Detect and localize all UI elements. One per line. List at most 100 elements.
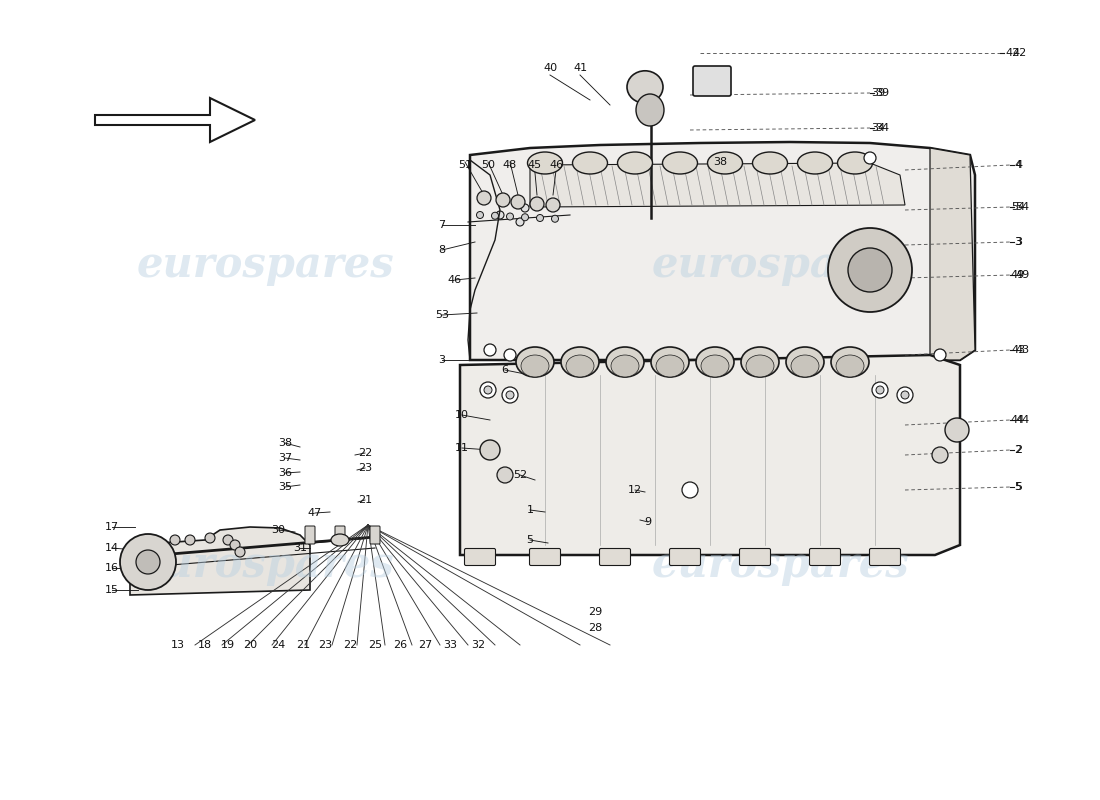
- Text: 2: 2: [1014, 445, 1022, 455]
- Circle shape: [506, 391, 514, 399]
- Text: 8: 8: [439, 245, 446, 255]
- Text: 22: 22: [358, 448, 372, 458]
- FancyBboxPatch shape: [869, 549, 901, 566]
- Circle shape: [537, 214, 543, 222]
- Text: 37: 37: [278, 453, 293, 463]
- Circle shape: [492, 212, 498, 219]
- Text: 4: 4: [1014, 160, 1022, 170]
- Text: 47: 47: [308, 508, 322, 518]
- Text: 21: 21: [296, 640, 310, 650]
- Circle shape: [170, 535, 180, 545]
- Circle shape: [484, 344, 496, 356]
- Text: 40: 40: [543, 63, 557, 73]
- Circle shape: [932, 447, 948, 463]
- Text: 52: 52: [513, 470, 527, 480]
- Text: 22: 22: [343, 640, 358, 650]
- FancyBboxPatch shape: [810, 549, 840, 566]
- FancyBboxPatch shape: [529, 549, 561, 566]
- Text: 49: 49: [1015, 270, 1030, 280]
- FancyBboxPatch shape: [370, 526, 379, 544]
- Circle shape: [864, 152, 876, 164]
- Text: 25: 25: [367, 640, 382, 650]
- Ellipse shape: [606, 347, 643, 377]
- Ellipse shape: [662, 152, 697, 174]
- Text: eurospares: eurospares: [651, 544, 909, 586]
- Circle shape: [682, 482, 698, 498]
- Circle shape: [506, 213, 514, 220]
- FancyBboxPatch shape: [600, 549, 630, 566]
- Circle shape: [901, 391, 909, 399]
- FancyBboxPatch shape: [693, 66, 732, 96]
- Circle shape: [476, 211, 484, 218]
- Text: 51: 51: [458, 160, 472, 170]
- Circle shape: [872, 382, 888, 398]
- Circle shape: [512, 195, 525, 209]
- Text: 21: 21: [358, 495, 372, 505]
- Text: 49: 49: [1011, 270, 1025, 280]
- Circle shape: [235, 547, 245, 557]
- Text: 5: 5: [1014, 482, 1022, 492]
- Text: 3: 3: [1015, 237, 1022, 247]
- Text: 48: 48: [503, 160, 517, 170]
- Polygon shape: [470, 142, 975, 360]
- Text: 34: 34: [874, 123, 889, 133]
- Ellipse shape: [696, 347, 734, 377]
- Text: 7: 7: [439, 220, 446, 230]
- Text: 45: 45: [527, 160, 541, 170]
- Text: 50: 50: [481, 160, 495, 170]
- Circle shape: [500, 196, 509, 204]
- Circle shape: [230, 540, 240, 550]
- Text: 39: 39: [874, 88, 889, 98]
- Ellipse shape: [656, 355, 684, 377]
- Polygon shape: [460, 355, 960, 555]
- Text: 15: 15: [104, 585, 119, 595]
- Ellipse shape: [331, 534, 349, 546]
- Ellipse shape: [741, 347, 779, 377]
- Ellipse shape: [516, 347, 554, 377]
- Ellipse shape: [746, 355, 774, 377]
- Polygon shape: [95, 98, 255, 142]
- Ellipse shape: [752, 152, 788, 174]
- Text: 46: 46: [550, 160, 564, 170]
- Circle shape: [477, 191, 491, 205]
- Ellipse shape: [651, 347, 689, 377]
- Circle shape: [546, 198, 560, 212]
- Text: 6: 6: [502, 365, 508, 375]
- Text: 5: 5: [527, 535, 534, 545]
- FancyBboxPatch shape: [739, 549, 770, 566]
- Circle shape: [497, 467, 513, 483]
- Circle shape: [496, 193, 510, 207]
- Circle shape: [120, 534, 176, 590]
- Text: 54: 54: [1015, 202, 1030, 212]
- Text: 3: 3: [1014, 237, 1022, 247]
- Circle shape: [934, 349, 946, 361]
- Text: 23: 23: [358, 463, 372, 473]
- Text: 16: 16: [104, 563, 119, 573]
- Polygon shape: [130, 527, 310, 595]
- Ellipse shape: [636, 94, 664, 126]
- Circle shape: [896, 387, 913, 403]
- Circle shape: [521, 204, 529, 212]
- Circle shape: [504, 349, 516, 361]
- Circle shape: [496, 211, 504, 219]
- Text: 17: 17: [104, 522, 119, 532]
- Text: 1: 1: [527, 505, 534, 515]
- Ellipse shape: [798, 152, 833, 174]
- Text: 28: 28: [587, 623, 602, 633]
- Ellipse shape: [566, 355, 594, 377]
- Text: 20: 20: [243, 640, 257, 650]
- Polygon shape: [930, 148, 975, 360]
- Text: 38: 38: [278, 438, 293, 448]
- Circle shape: [516, 218, 524, 226]
- Text: 18: 18: [198, 640, 212, 650]
- Text: 39: 39: [871, 88, 886, 98]
- Text: 24: 24: [271, 640, 285, 650]
- Text: 30: 30: [271, 525, 285, 535]
- Ellipse shape: [528, 152, 562, 174]
- Circle shape: [521, 214, 528, 221]
- Text: 12: 12: [628, 485, 642, 495]
- Ellipse shape: [830, 347, 869, 377]
- Text: 44: 44: [1015, 415, 1030, 425]
- Text: 31: 31: [293, 543, 307, 553]
- Ellipse shape: [836, 355, 864, 377]
